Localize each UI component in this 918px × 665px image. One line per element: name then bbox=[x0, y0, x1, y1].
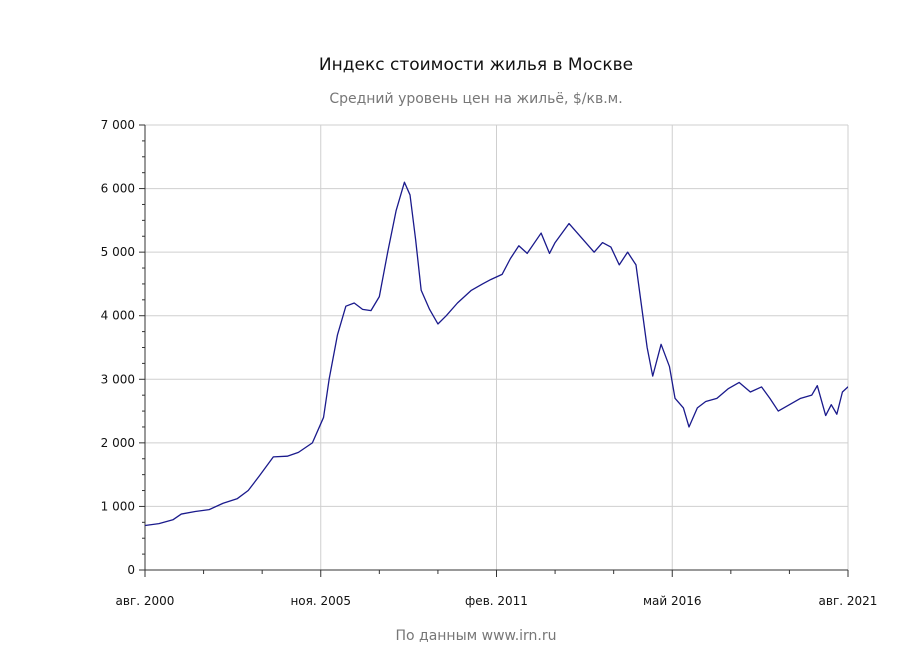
x-tick-label: авг. 2000 bbox=[116, 594, 175, 608]
y-tick-label: 3 000 bbox=[101, 372, 135, 386]
chart-title: Индекс стоимости жилья в Москве bbox=[319, 55, 633, 75]
x-tick-label: ноя. 2005 bbox=[290, 594, 351, 608]
series-group bbox=[145, 181, 848, 527]
series-line bbox=[145, 181, 848, 527]
x-tick-label: май 2016 bbox=[643, 594, 702, 608]
y-tick-label: 4 000 bbox=[101, 309, 135, 323]
y-tick-label: 5 000 bbox=[101, 245, 135, 259]
chart-subtitle: Средний уровень цен на жильё, $/кв.м. bbox=[329, 91, 622, 107]
y-tick-label: 6 000 bbox=[101, 182, 135, 196]
y-tick-label: 1 000 bbox=[101, 499, 135, 513]
x-tick-label: авг. 2021 bbox=[819, 594, 878, 608]
x-axis-ticks: авг. 2000 ноя. 2005 фев. 2011 май 2016 авг. … bbox=[116, 570, 878, 608]
y-axis-ticks: 0 1 000 2 000 3 000 4 000 5 000 6 000 7 000 bbox=[101, 118, 145, 577]
source-note: По данным www.irn.ru bbox=[395, 628, 556, 644]
y-tick-label: 0 bbox=[127, 563, 135, 577]
x-tick-label: фев. 2011 bbox=[465, 594, 528, 608]
y-tick-label: 7 000 bbox=[101, 118, 135, 132]
grid bbox=[145, 124, 849, 570]
y-tick-label: 2 000 bbox=[101, 436, 135, 450]
